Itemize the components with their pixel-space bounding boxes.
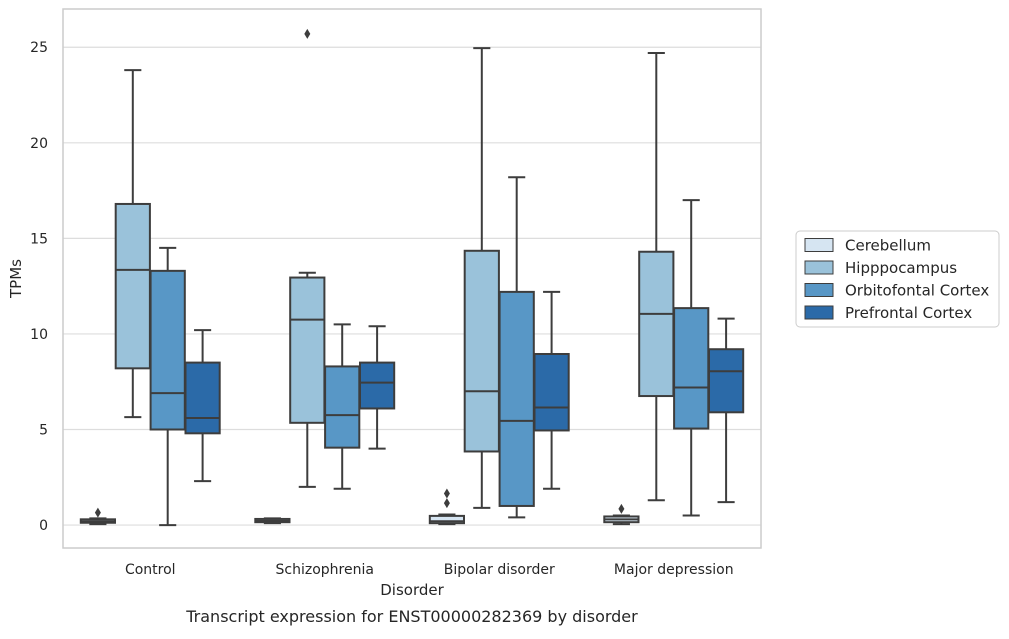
box-plot <box>358 325 396 450</box>
legend-label: Orbitofontal Cortex <box>845 282 989 300</box>
box-plot <box>114 69 151 419</box>
box-plot <box>498 176 535 519</box>
y-tick-label: 10 <box>30 327 48 343</box>
box-plot <box>428 488 466 526</box>
x-tick-label: Control <box>125 562 176 578</box>
y-tick-label: 20 <box>30 136 48 152</box>
plot-area-frame <box>62 8 762 549</box>
iqr-box <box>533 352 570 432</box>
iqr-box <box>324 365 361 449</box>
series-cerebellum <box>79 488 640 526</box>
legend-label: Cerebellum <box>845 237 931 255</box>
iqr-box <box>114 202 151 370</box>
iqr-box <box>428 514 466 525</box>
y-axis-ticks: 0 5 10 15 20 25 <box>30 40 48 534</box>
iqr-box <box>638 250 675 398</box>
y-axis-label: TPMs <box>7 259 25 299</box>
box-plot <box>184 329 221 483</box>
outlier-point <box>443 498 450 509</box>
box-plot <box>673 199 710 517</box>
legend-label: Hipppocampus <box>845 259 957 277</box>
x-tick-label: Schizophrenia <box>276 562 374 578</box>
box-plot <box>324 323 361 490</box>
x-axis-label: Disorder <box>380 581 444 599</box>
outlier-point <box>443 488 450 499</box>
box-plot <box>149 246 186 527</box>
box-plot <box>79 507 117 526</box>
box-plot <box>533 290 570 490</box>
box-series-group <box>79 28 745 527</box>
outlier-point <box>94 507 101 518</box>
legend-frame <box>795 230 1000 328</box>
box-plot <box>254 517 291 525</box>
legend-swatch <box>804 305 834 320</box>
y-tick-label: 25 <box>30 40 48 56</box>
series-orbitofontal-cortex <box>149 176 710 527</box>
legend: Cerebellum Hipppocampus Orbitofontal Corte… <box>795 230 1000 328</box>
legend-swatch <box>804 283 834 297</box>
legend-label: Prefrontal Cortex <box>845 304 972 322</box>
iqr-box <box>673 307 710 430</box>
x-axis-ticks: Control Schizophrenia Bipolar disorder Majo… <box>125 562 734 578</box>
box-plot <box>603 503 640 526</box>
iqr-box <box>184 361 221 435</box>
series-prefrontal-cortex <box>184 290 745 504</box>
x-tick-label: Bipolar disorder <box>444 562 555 578</box>
iqr-box <box>707 348 745 414</box>
legend-swatch <box>804 260 834 275</box>
series-hipppocampus <box>114 28 675 509</box>
y-tick-label: 5 <box>39 422 48 438</box>
chart-caption: Transcript expression for ENST0000028236… <box>185 607 638 626</box>
iqr-box <box>289 276 326 424</box>
y-tick-label: 0 <box>39 518 48 534</box>
outlier-point <box>618 503 625 514</box>
iqr-box <box>498 290 535 507</box>
x-tick-label: Major depression <box>614 562 734 578</box>
box-plot <box>463 47 500 509</box>
y-tick-label: 15 <box>30 231 48 247</box>
legend-swatch <box>804 238 834 252</box>
iqr-box <box>463 249 500 453</box>
iqr-box <box>358 361 396 410</box>
box-plot <box>638 51 675 502</box>
iqr-box <box>149 269 186 431</box>
box-plot <box>289 28 326 488</box>
box-plot <box>707 317 745 504</box>
outlier-point <box>304 28 311 39</box>
